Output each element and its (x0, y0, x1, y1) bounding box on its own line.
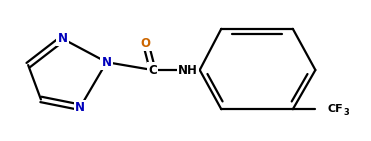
Text: N: N (102, 56, 112, 69)
Text: N: N (75, 101, 85, 114)
Text: N: N (58, 32, 68, 45)
Text: C: C (148, 63, 157, 77)
Text: NH: NH (178, 63, 198, 77)
Text: O: O (141, 37, 151, 50)
Text: CF: CF (327, 104, 343, 114)
Text: 3: 3 (344, 108, 349, 117)
